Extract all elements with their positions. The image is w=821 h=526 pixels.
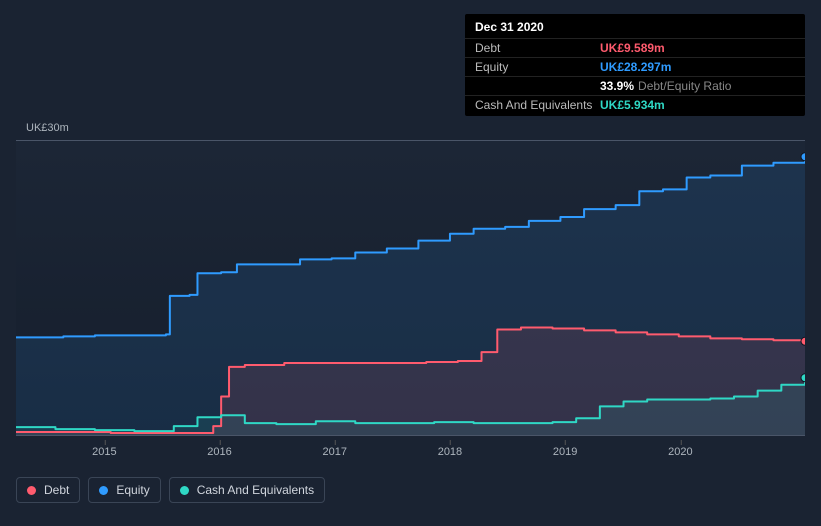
x-axis-tick: 2015: [92, 446, 116, 458]
tooltip-row-label: Equity: [475, 60, 600, 74]
legend-item-equity[interactable]: Equity: [88, 477, 160, 503]
tooltip-row-value: UK£5.934m: [600, 98, 665, 112]
tooltip-row-label: Cash And Equivalents: [475, 98, 600, 112]
tooltip-row: DebtUK£9.589m: [465, 38, 805, 57]
legend-dot-icon: [27, 486, 36, 495]
tooltip-row-value: UK£28.297m: [600, 60, 671, 74]
tooltip-row: EquityUK£28.297m: [465, 57, 805, 76]
tooltip-row-suffix: Debt/Equity Ratio: [638, 79, 731, 93]
chart-plot-area: [16, 140, 805, 436]
legend-dot-icon: [99, 486, 108, 495]
x-axis-tick: 2019: [553, 446, 577, 458]
x-axis-tick: 2020: [668, 446, 692, 458]
tooltip-date: Dec 31 2020: [465, 18, 805, 38]
y-axis-tick-max: UK£30m: [26, 122, 69, 134]
legend-dot-icon: [180, 486, 189, 495]
legend-item-label: Equity: [116, 483, 149, 497]
x-axis: 2015 2016 2017 2018 2019 2020: [16, 440, 805, 470]
tooltip-row: Cash And EquivalentsUK£5.934m: [465, 95, 805, 114]
tooltip-row-value: UK£9.589m: [600, 41, 665, 55]
legend-item-label: Debt: [44, 483, 69, 497]
legend-item-label: Cash And Equivalents: [197, 483, 314, 497]
tooltip-row-value: 33.9%: [600, 79, 634, 93]
legend-item-debt[interactable]: Debt: [16, 477, 80, 503]
series-end-marker-equity: [801, 153, 805, 161]
chart-tooltip: Dec 31 2020 DebtUK£9.589mEquityUK£28.297…: [465, 14, 805, 116]
x-axis-tick: 2017: [323, 446, 347, 458]
x-axis-tick: 2016: [207, 446, 231, 458]
chart-legend: Debt Equity Cash And Equivalents: [16, 477, 325, 503]
tooltip-row: 33.9% Debt/Equity Ratio: [465, 76, 805, 95]
series-end-marker-cash: [801, 374, 805, 382]
legend-item-cash[interactable]: Cash And Equivalents: [169, 477, 325, 503]
chart-svg: [16, 140, 805, 436]
series-end-marker-debt: [801, 337, 805, 345]
tooltip-row-label: Debt: [475, 41, 600, 55]
x-axis-tick: 2018: [438, 446, 462, 458]
